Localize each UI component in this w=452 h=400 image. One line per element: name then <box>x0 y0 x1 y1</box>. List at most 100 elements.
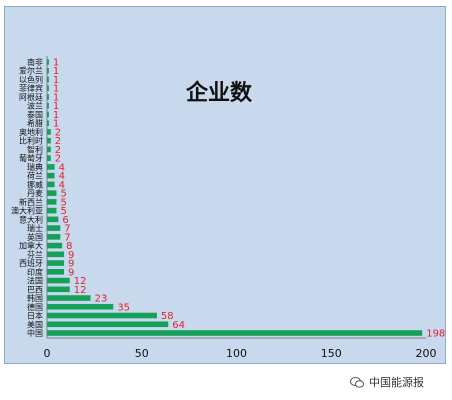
value-label: 35 <box>117 302 130 313</box>
category-label: 英国 <box>27 232 43 242</box>
bar <box>47 102 49 109</box>
category-label: 瑞典 <box>27 162 43 172</box>
value-label: 7 <box>64 232 70 243</box>
value-label: 9 <box>68 250 74 261</box>
x-tick-label: 50 <box>135 347 149 360</box>
value-label: 1 <box>53 119 59 130</box>
category-label: 菲律宾 <box>19 83 43 93</box>
value-label: 5 <box>60 206 66 217</box>
bar <box>47 260 65 266</box>
category-label: 比利时 <box>19 136 43 146</box>
category-label: 希腊 <box>27 118 43 128</box>
watermark: 中国能源报 <box>350 374 424 390</box>
category-label: 葡萄牙 <box>19 153 43 163</box>
category-label: 南非 <box>27 57 43 67</box>
value-label: 64 <box>172 320 185 331</box>
value-label: 12 <box>74 285 87 296</box>
category-label: 印度 <box>27 267 43 277</box>
value-label: 1 <box>53 101 59 112</box>
value-label: 2 <box>55 145 61 156</box>
value-label: 23 <box>95 294 108 305</box>
bar <box>47 242 63 249</box>
watermark-text: 中国能源报 <box>369 376 424 389</box>
bar <box>47 199 57 205</box>
category-label: 奥地利 <box>19 127 43 137</box>
bar <box>47 172 55 179</box>
value-label: 1 <box>53 66 59 77</box>
category-label: 加拿大 <box>19 241 43 251</box>
value-label: 1 <box>53 75 59 86</box>
bar <box>47 59 49 65</box>
value-label: 1 <box>53 84 59 95</box>
bar <box>47 111 49 118</box>
value-label: 4 <box>59 180 65 191</box>
value-label: 1 <box>53 110 59 121</box>
bar <box>47 330 423 336</box>
bar <box>47 190 57 196</box>
bar <box>47 181 55 188</box>
x-tick-label: 200 <box>416 347 437 360</box>
bar <box>47 129 51 135</box>
category-label: 新西兰 <box>19 197 43 207</box>
category-label: 法国 <box>27 276 43 286</box>
bar <box>47 67 49 74</box>
bar <box>47 207 57 214</box>
bar <box>47 321 169 328</box>
value-label: 198 <box>426 329 445 340</box>
value-label: 2 <box>55 127 61 138</box>
category-label: 丹麦 <box>27 188 43 198</box>
value-label: 12 <box>74 276 87 287</box>
category-label: 挪威 <box>27 179 43 189</box>
value-label: 5 <box>60 189 66 200</box>
category-label: 波兰 <box>27 101 43 111</box>
category-label: 澳大利亚 <box>11 206 43 216</box>
value-label: 7 <box>64 224 70 235</box>
value-label: 5 <box>60 197 66 208</box>
x-tick-label: 150 <box>321 347 342 360</box>
value-label: 4 <box>59 171 65 182</box>
category-label: 阿根廷 <box>19 92 43 102</box>
bar <box>47 277 70 284</box>
category-label: 芬兰 <box>27 249 43 259</box>
bar <box>47 234 61 240</box>
value-label: 6 <box>62 215 68 226</box>
value-label: 1 <box>53 58 59 69</box>
bar <box>47 216 59 223</box>
bar <box>47 137 51 144</box>
category-label: 西班牙 <box>19 258 43 268</box>
category-label: 智利 <box>27 144 43 154</box>
bar <box>47 295 91 301</box>
category-label: 瑞士 <box>27 223 43 233</box>
bar <box>47 120 49 126</box>
category-label: 中国 <box>27 328 43 338</box>
chart-title: 企业数 <box>186 81 253 106</box>
bar <box>47 155 51 161</box>
category-label: 意大利 <box>19 214 43 224</box>
bar <box>47 94 49 100</box>
value-label: 4 <box>59 162 65 173</box>
bar <box>47 312 157 319</box>
value-label: 58 <box>161 311 174 322</box>
bar <box>47 146 51 153</box>
bar <box>47 164 55 170</box>
value-label: 8 <box>66 241 72 252</box>
category-label: 泰国 <box>27 109 43 119</box>
category-label: 德国 <box>27 302 43 312</box>
bar <box>47 269 65 275</box>
category-label: 爱尔兰 <box>19 66 43 76</box>
value-label: 9 <box>68 259 74 270</box>
wechat-icon <box>350 376 364 388</box>
category-label: 荷兰 <box>27 171 43 181</box>
value-label: 2 <box>55 154 61 165</box>
value-label: 2 <box>55 136 61 147</box>
bar <box>47 286 70 293</box>
category-label: 以色列 <box>19 74 43 84</box>
value-label: 1 <box>53 92 59 103</box>
bar <box>47 85 49 92</box>
bar <box>47 76 49 83</box>
category-label: 巴西 <box>27 285 43 294</box>
value-label: 9 <box>68 267 74 278</box>
x-tick-label: 0 <box>44 347 51 360</box>
category-label: 美国 <box>27 319 43 329</box>
